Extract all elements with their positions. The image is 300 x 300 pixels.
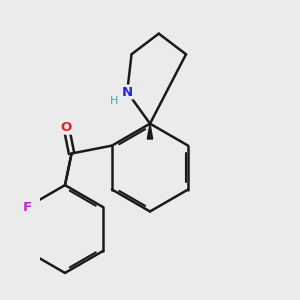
Text: N: N [122,85,133,98]
Text: H: H [110,96,118,106]
Polygon shape [147,124,153,139]
Text: F: F [22,201,32,214]
Text: O: O [61,121,72,134]
